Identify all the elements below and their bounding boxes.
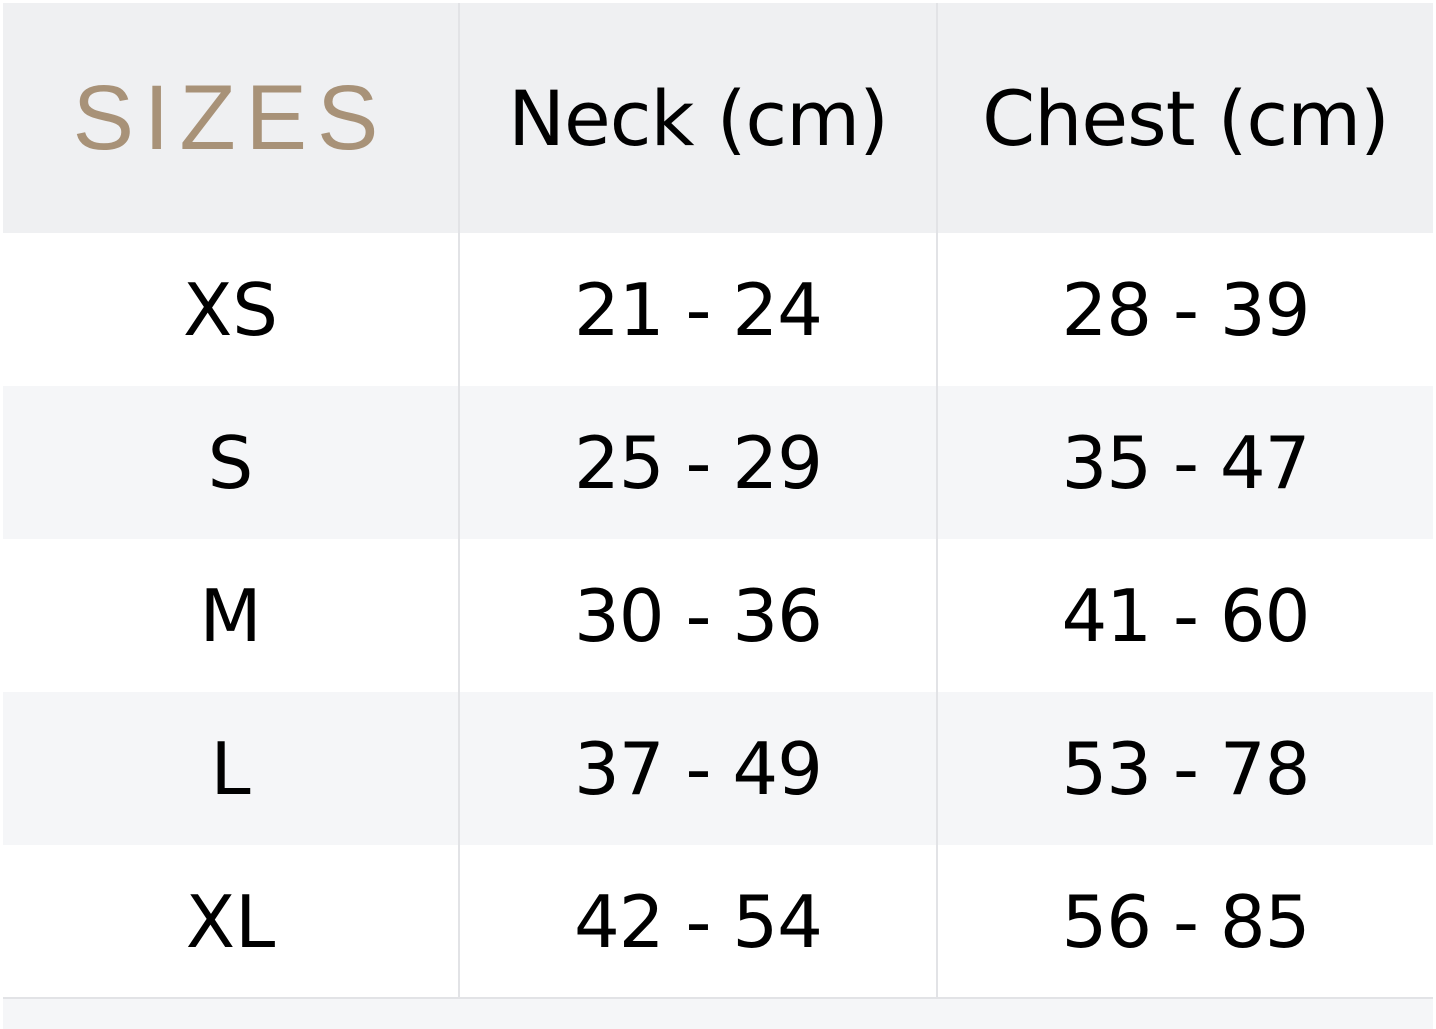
size-value: M <box>199 573 262 658</box>
cell-neck: 42 - 54 <box>458 845 936 998</box>
cell-size: XS <box>3 233 458 386</box>
cell-neck: 21 - 24 <box>458 233 936 386</box>
cell-chest: 56 - 85 <box>936 845 1433 998</box>
size-value: XL <box>185 879 276 964</box>
cell-size: M <box>3 539 458 692</box>
size-value: XS <box>182 267 279 352</box>
table-row: S 25 - 29 35 - 47 <box>3 386 1433 539</box>
chest-value: 56 - 85 <box>1061 879 1311 964</box>
table-row: XL 42 - 54 56 - 85 <box>3 845 1433 998</box>
table-footer-strip <box>3 997 1433 1029</box>
cell-chest: 41 - 60 <box>936 539 1433 692</box>
table-header: SIZES Neck (cm) Chest (cm) <box>3 3 1433 233</box>
cell-neck: 37 - 49 <box>458 692 936 845</box>
table-row: L 37 - 49 53 - 78 <box>3 692 1433 845</box>
cell-chest: 28 - 39 <box>936 233 1433 386</box>
chest-value: 35 - 47 <box>1061 420 1311 505</box>
neck-value: 25 - 29 <box>574 420 823 505</box>
neck-value: 30 - 36 <box>574 573 823 658</box>
header-sizes: SIZES <box>72 66 389 169</box>
neck-value: 42 - 54 <box>574 879 823 964</box>
chest-value: 41 - 60 <box>1061 573 1311 658</box>
size-value: S <box>207 420 254 505</box>
header-neck: Neck (cm) <box>458 3 936 233</box>
chest-value: 53 - 78 <box>1061 726 1311 811</box>
cell-size: XL <box>3 845 458 998</box>
cell-neck: 30 - 36 <box>458 539 936 692</box>
neck-value: 21 - 24 <box>574 267 823 352</box>
header-chest: Chest (cm) <box>936 3 1433 233</box>
cell-chest: 35 - 47 <box>936 386 1433 539</box>
size-value: L <box>210 726 251 811</box>
neck-value: 37 - 49 <box>574 726 823 811</box>
table-row: XS 21 - 24 28 - 39 <box>3 233 1433 386</box>
cell-size: S <box>3 386 458 539</box>
cell-size: L <box>3 692 458 845</box>
cell-chest: 53 - 78 <box>936 692 1433 845</box>
table-row: M 30 - 36 41 - 60 <box>3 539 1433 692</box>
chest-value: 28 - 39 <box>1061 267 1311 352</box>
size-chart-table: SIZES Neck (cm) Chest (cm) XS 21 - 24 28 -… <box>3 3 1433 998</box>
cell-neck: 25 - 29 <box>458 386 936 539</box>
